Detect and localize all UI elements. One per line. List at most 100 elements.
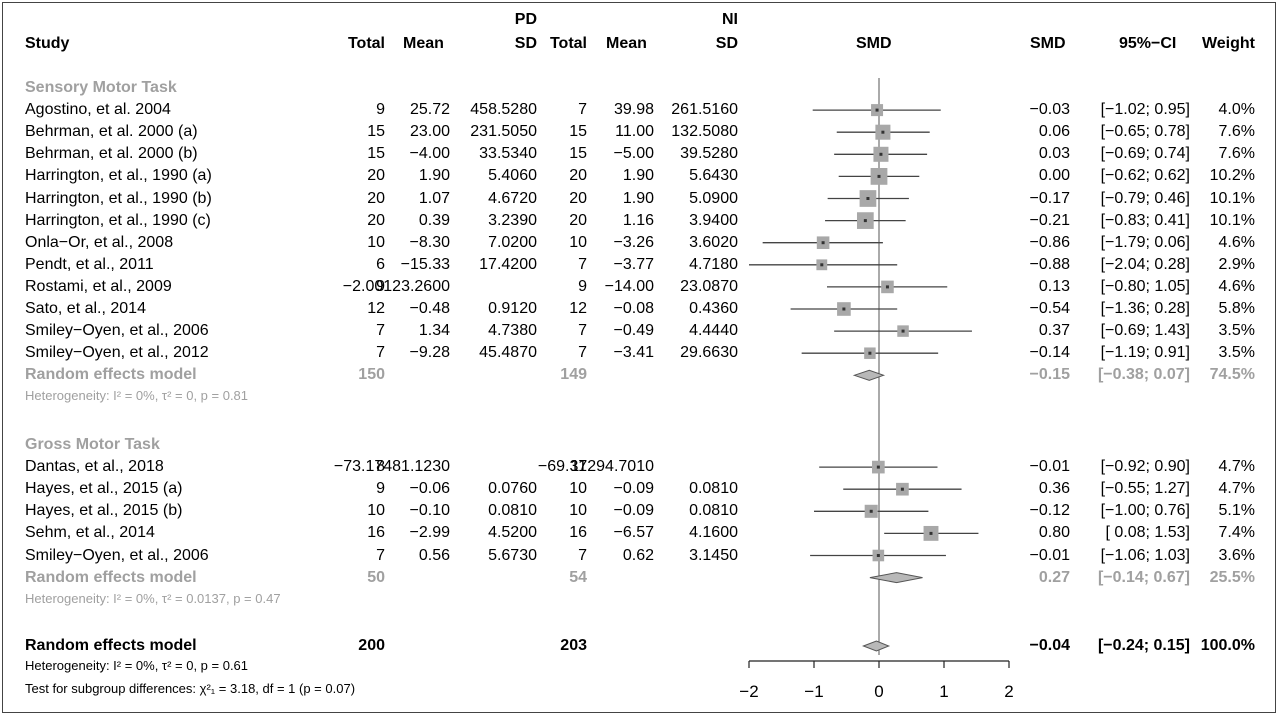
- pd-mean: 1.90: [418, 167, 450, 185]
- pd-total: 20: [367, 167, 385, 185]
- ni-sd: 3.1450: [689, 546, 738, 564]
- pd-sd: 4.7380: [488, 322, 537, 340]
- ni-sd: 4.4440: [689, 322, 738, 340]
- pd-mean: 23.00: [409, 123, 450, 141]
- ci-value: [−1.36; 0.28]: [1100, 300, 1190, 317]
- ni-mean: 1.90: [622, 189, 654, 207]
- ni-total: 16: [569, 524, 587, 542]
- point-estimate: [876, 465, 880, 469]
- pd-sd: 33.5340: [479, 145, 537, 163]
- ni-mean: −5.00: [613, 145, 654, 163]
- weight-value: 5.8%: [1218, 300, 1255, 317]
- pd-mean: −9.28: [409, 344, 450, 362]
- smd-value: −0.12: [1029, 502, 1070, 520]
- ni-mean: −0.09: [613, 480, 654, 498]
- pd-sd: 45.4870: [479, 344, 537, 362]
- ci-value: [−0.69; 0.74]: [1100, 145, 1190, 163]
- weight-value: 7.6%: [1218, 145, 1255, 163]
- ni-sd: 4.7180: [689, 255, 738, 273]
- smd-value: −0.17: [1029, 189, 1070, 207]
- study-name: Smiley−Oyen, et al., 2006: [25, 322, 209, 340]
- ni-mean: 11.00: [615, 123, 654, 141]
- ni-sd: 4.1600: [689, 524, 738, 542]
- ni-total: 10: [569, 480, 587, 498]
- point-estimate: [875, 108, 879, 112]
- ni-total: 11: [570, 458, 587, 476]
- weight-value: 25.5%: [1209, 568, 1255, 586]
- subgroup-diamond: [852, 369, 886, 381]
- pd-sd: 0.0810: [488, 502, 537, 520]
- ni-sd: 39.5280: [680, 145, 738, 163]
- smd-value: −0.03: [1029, 101, 1070, 119]
- overall-smd: −0.04: [1029, 637, 1070, 654]
- ni-total: 15: [569, 145, 587, 163]
- smd-value: 0.27: [1038, 568, 1070, 586]
- pd-total: 50: [367, 568, 385, 586]
- ci-value: [−0.65; 0.78]: [1100, 123, 1190, 141]
- ni-mean: −0.08: [613, 300, 654, 317]
- pd-mean: −4.00: [409, 145, 450, 163]
- x-tick-label: 1: [939, 682, 949, 701]
- point-estimate: [842, 307, 846, 311]
- ni-sd: 5.0900: [689, 189, 738, 207]
- point-estimate: [863, 219, 867, 223]
- weight-value: 4.6%: [1218, 233, 1255, 251]
- ci-value: [−0.55; 1.27]: [1100, 480, 1190, 498]
- smd-value: −0.14: [1029, 344, 1070, 362]
- point-estimate: [879, 152, 883, 156]
- overall-heterogeneity: Heterogeneity: I² = 0%, τ² = 0, p = 0.61: [25, 658, 249, 673]
- pd-mean: −73.17481.1230: [333, 458, 450, 476]
- header-pd-mean: Mean: [403, 35, 444, 52]
- overall-weight: 100.0%: [1200, 637, 1255, 654]
- smd-value: −0.86: [1029, 233, 1070, 251]
- header-weight: Weight: [1201, 35, 1255, 52]
- header-ni-total: Total: [549, 35, 587, 52]
- ni-mean: 39.98: [613, 101, 654, 119]
- pd-sd: 5.6730: [488, 546, 537, 564]
- pd-total: 20: [367, 189, 385, 207]
- point-estimate: [876, 554, 880, 557]
- study-name: Agostino, et al. 2004: [25, 101, 171, 119]
- ci-value: [−2.04; 0.28]: [1100, 255, 1190, 273]
- ci-value: [−1.19; 0.91]: [1100, 344, 1190, 362]
- weight-value: 5.1%: [1218, 502, 1255, 520]
- weight-value: 7.6%: [1218, 123, 1255, 141]
- ni-sd: 261.5160: [671, 101, 738, 119]
- study-name: Harrington, et al., 1990 (a): [25, 167, 212, 185]
- x-tick-label: 0: [874, 682, 884, 701]
- study-name: Smiley−Oyen, et al., 2012: [25, 344, 209, 362]
- pd-total: 9: [376, 480, 385, 498]
- point-estimate: [868, 351, 872, 355]
- point-estimate: [877, 174, 881, 178]
- ni-mean: −0.49: [613, 322, 654, 340]
- ni-total: 20: [569, 167, 587, 185]
- pd-total: 20: [367, 211, 385, 229]
- pd-mean: −15.33: [400, 255, 450, 273]
- study-name: Rostami, et al., 2009: [25, 277, 172, 295]
- smd-value: −0.54: [1029, 300, 1070, 317]
- ni-total: 7: [578, 255, 587, 273]
- pd-total: 10: [367, 233, 385, 251]
- pd-total: 7: [376, 344, 385, 362]
- ni-sd: 0.4360: [689, 300, 738, 317]
- ni-total: 20: [569, 211, 587, 229]
- overall-ni-total: 203: [560, 637, 587, 654]
- pd-total: 15: [367, 145, 385, 163]
- ni-mean: −14.00: [604, 277, 654, 295]
- weight-value: 3.6%: [1218, 546, 1255, 564]
- ni-mean: −0.09: [613, 502, 654, 520]
- pd-mean: −0.10: [409, 502, 450, 520]
- ci-value: [−0.38; 0.07]: [1097, 366, 1190, 384]
- point-estimate: [820, 263, 824, 267]
- pd-mean: −8.30: [409, 233, 450, 251]
- ni-sd: 0.0810: [689, 480, 738, 498]
- ni-mean: −3.41: [613, 344, 654, 362]
- study-name: Behrman, et al. 2000 (b): [25, 145, 198, 163]
- pd-sd: 3.2390: [488, 211, 537, 229]
- smd-value: −0.21: [1029, 211, 1070, 229]
- weight-value: 3.5%: [1218, 322, 1255, 340]
- ni-total: 7: [578, 101, 587, 119]
- study-name: Hayes, et al., 2015 (b): [25, 502, 183, 520]
